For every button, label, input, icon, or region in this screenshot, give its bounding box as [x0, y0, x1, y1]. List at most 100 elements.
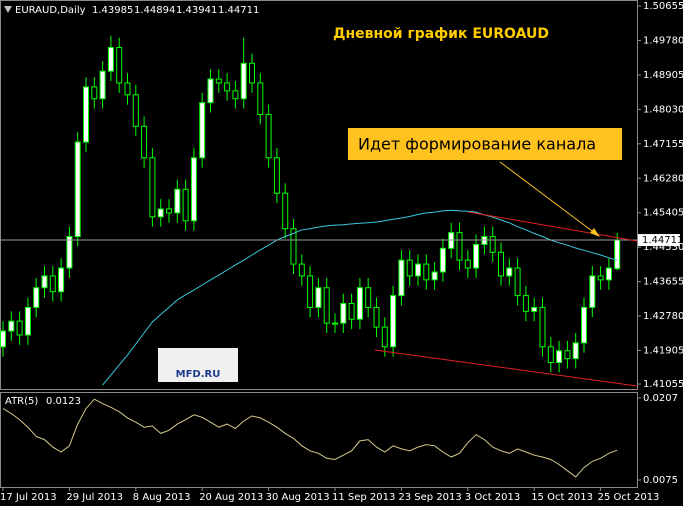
y-tick-label: 1.48905: [643, 70, 683, 81]
candle-body: [166, 208, 172, 214]
candle-body: [107, 47, 114, 72]
y-tick-label: 1.43655: [643, 277, 683, 288]
candle-body: [340, 302, 347, 324]
candle-body: [83, 86, 89, 143]
candle-body: [224, 82, 231, 92]
y-tick-label: 0.0075: [643, 475, 678, 486]
candle-body: [49, 275, 56, 293]
candle-body: [572, 342, 579, 360]
candle-body: [406, 259, 413, 277]
candle-body: [332, 322, 338, 325]
candle-body: [282, 192, 289, 230]
candle-body: [174, 188, 181, 214]
candle-body: [8, 320, 15, 332]
candle-body: [348, 302, 355, 320]
trend-line-upper: [467, 211, 638, 242]
candle-body: [381, 326, 388, 348]
candle-body: [58, 267, 65, 293]
candle-body: [257, 82, 264, 115]
chart-title: Дневной график EUROAUD: [333, 26, 549, 42]
candle-body: [124, 82, 131, 96]
candle-body: [298, 263, 305, 277]
candle-body: [132, 94, 139, 127]
header-low: 1.43941: [176, 5, 217, 16]
y-tick-label: 1.44530: [643, 242, 683, 253]
x-tick-label: 3 Oct 2013: [465, 492, 520, 503]
candle-body: [0, 330, 6, 348]
header-icon: [4, 6, 12, 13]
candle-body: [373, 306, 380, 328]
candle-body: [190, 157, 197, 222]
candle-body: [423, 263, 430, 281]
candle-body: [506, 267, 513, 277]
candle-body: [323, 287, 330, 324]
candle-body: [157, 208, 164, 218]
y-tick-label: 1.50655: [643, 1, 683, 12]
candle-body: [473, 243, 480, 269]
candle-body: [415, 263, 421, 277]
candle-body: [589, 275, 596, 308]
candle-body: [539, 306, 546, 348]
candle-body: [99, 70, 106, 100]
candle-body: [249, 62, 255, 84]
x-tick-label: 23 Sep 2013: [398, 492, 461, 503]
atr-line: [2, 398, 618, 478]
candle-body: [199, 102, 206, 159]
candle-body: [556, 350, 563, 364]
x-tick-label: 17 Jul 2013: [0, 492, 57, 503]
x-tick-label: 11 Sep 2013: [332, 492, 395, 503]
y-tick-label: 1.46280: [643, 173, 683, 184]
candle-body: [564, 350, 571, 360]
candle-body: [431, 271, 438, 281]
moving-average: [102, 209, 618, 386]
candle-body: [207, 78, 214, 104]
candle-body: [215, 78, 222, 84]
atr-value: 0.0123: [46, 396, 81, 407]
candle-body: [149, 157, 156, 218]
candle-body: [605, 267, 612, 281]
trend-line-lower: [374, 349, 638, 387]
candle-body: [265, 113, 272, 159]
header-close: 1.44711: [218, 5, 259, 16]
candle-body: [581, 306, 587, 344]
candle-body: [33, 287, 40, 308]
candle-body: [614, 239, 621, 270]
watermark-box: [158, 348, 238, 382]
atr-panel: [0, 392, 638, 488]
x-tick-label: 29 Jul 2013: [66, 492, 123, 503]
y-tick-label: 1.41055: [643, 379, 683, 390]
x-tick-label: 8 Aug 2013: [133, 492, 191, 503]
candle-body: [41, 275, 48, 289]
header-open: 1.43985: [92, 5, 133, 16]
y-tick-label: 1.48030: [643, 104, 683, 115]
y-tick-label: 1.45405: [643, 208, 683, 219]
x-tick-label: 25 Oct 2013: [598, 492, 660, 503]
candle-body: [307, 275, 314, 308]
candle-body: [141, 125, 148, 159]
x-tick-label: 20 Aug 2013: [199, 492, 263, 503]
candle-body: [498, 251, 504, 277]
candle-body: [273, 157, 280, 194]
candle-body: [439, 247, 446, 273]
candle-body: [290, 228, 297, 265]
candle-body: [489, 236, 496, 253]
candle-body: [464, 259, 471, 269]
symbol: EURAUD,Daily: [15, 5, 86, 16]
y-tick-label: 1.41905: [643, 346, 683, 357]
y-tick-label: 0.0207: [643, 393, 678, 404]
candle-body: [24, 306, 31, 336]
candle-body: [91, 86, 98, 100]
last-price-box: [638, 234, 680, 247]
y-tick-label: 1.42780: [643, 311, 683, 322]
candle-body: [240, 62, 247, 100]
candle-body: [182, 188, 189, 222]
candle-body: [315, 287, 322, 308]
candle-body: [365, 287, 372, 308]
candle-body: [597, 275, 604, 281]
candle-body: [547, 346, 554, 364]
candle-body: [232, 90, 239, 100]
y-tick-label: 1.49780: [643, 35, 683, 46]
candle-body: [16, 320, 23, 336]
